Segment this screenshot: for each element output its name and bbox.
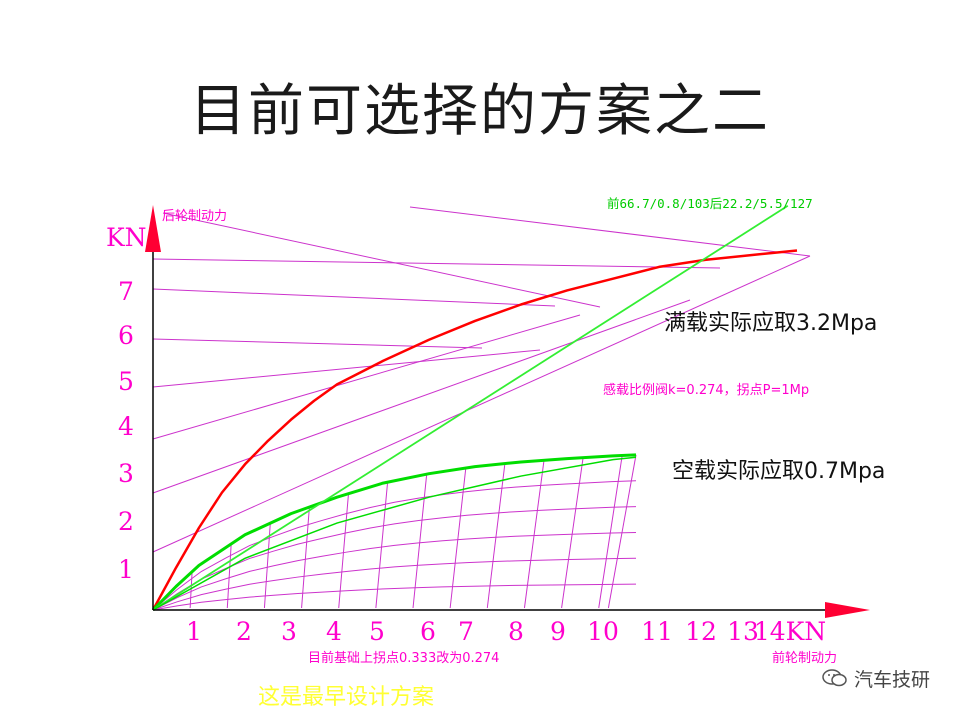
full-load-line	[162, 212, 601, 308]
x-axis-title: 前轮制动力	[772, 650, 837, 666]
wechat-icon	[822, 669, 847, 687]
empty-load-line	[412, 474, 428, 609]
y-tick-label: 1	[118, 555, 134, 584]
x-tick-label: 2	[236, 617, 252, 646]
series-layer	[151, 205, 798, 612]
full-load-line	[152, 299, 691, 494]
empty-load-line	[152, 531, 637, 611]
empty-load-line	[523, 460, 545, 609]
empty-load-line	[152, 583, 637, 611]
ideal-line-label: 前66.7/0.8/103后22.2/5.5/127	[607, 196, 813, 211]
full-load-line	[409, 206, 811, 257]
x-tick-label: 14KN	[754, 617, 826, 646]
empty-load-boundary	[607, 454, 637, 609]
axes	[145, 205, 870, 618]
empty-load-line	[189, 571, 193, 609]
empty-load-line	[561, 457, 584, 609]
empty-load-grid	[152, 454, 637, 611]
knee-change-label: 目前基础上拐点0.333改为0.274	[308, 650, 499, 666]
x-tick-label: 5	[369, 617, 385, 646]
full-load-line	[152, 338, 483, 349]
watermark: 汽车技研	[822, 664, 930, 692]
empty-load-label: 空载实际应取0.7Mpa	[672, 459, 885, 484]
x-tick-label: 6	[420, 617, 436, 646]
empty-load-line	[449, 468, 467, 609]
empty-load-line	[152, 480, 637, 611]
empty-load-line	[152, 557, 637, 611]
x-tick-label: 13	[727, 617, 759, 646]
y-tick-label: 3	[118, 459, 134, 488]
x-tick-label: 9	[550, 617, 566, 646]
series-2	[152, 205, 789, 611]
x-tick-label: 10	[587, 617, 619, 646]
x-tick-label: 1	[186, 617, 202, 646]
empty-load-line	[375, 482, 389, 609]
y-axis-arrow	[145, 205, 161, 252]
y-unit-label: KN	[106, 223, 147, 252]
x-tick-label: 4	[326, 617, 342, 646]
empty-load-line	[301, 507, 310, 609]
valve-label: 感载比例阀k=0.274，拐点P=1Mp	[603, 382, 809, 398]
series-1	[151, 453, 637, 612]
full-load-line	[152, 349, 541, 388]
y-tick-label: 5	[118, 367, 134, 396]
full-load-line	[152, 258, 721, 269]
x-tick-label: 8	[508, 617, 524, 646]
watermark-text: 汽车技研	[853, 668, 930, 691]
y-tick-label: 4	[118, 412, 134, 441]
y-tick-label: 7	[118, 277, 134, 306]
empty-load-line	[226, 543, 232, 609]
design-note: 这是最早设计方案	[258, 685, 434, 710]
empty-load-line	[263, 523, 271, 609]
x-tick-label: 3	[281, 617, 297, 646]
full-load-line	[152, 255, 811, 553]
full-load-grid	[152, 206, 811, 553]
y-axis-title: 后轮制动力	[162, 209, 227, 224]
empty-load-line	[486, 463, 506, 609]
x-tick-label: 7	[458, 617, 474, 646]
y-tick-label: 6	[118, 321, 134, 350]
empty-load-line	[598, 455, 623, 609]
empty-load-secondary	[152, 456, 637, 611]
y-tick-label: 2	[118, 507, 134, 536]
empty-load-line	[338, 493, 349, 609]
page-title: 目前可选择的方案之二	[190, 79, 770, 144]
x-axis-arrow	[825, 602, 870, 618]
full-load-line	[152, 288, 556, 307]
series-0	[151, 249, 798, 611]
x-tick-label: 11	[641, 617, 673, 646]
labels: 1 2 3 4 5 6 7 8 9 10 11 12 1314KN1234567KN后轮制动力前轮制动力…	[106, 196, 885, 710]
full-load-line	[152, 314, 581, 440]
x-tick-label: 12	[685, 617, 717, 646]
full-load-label: 满载实际应取3.2Mpa	[664, 311, 877, 336]
